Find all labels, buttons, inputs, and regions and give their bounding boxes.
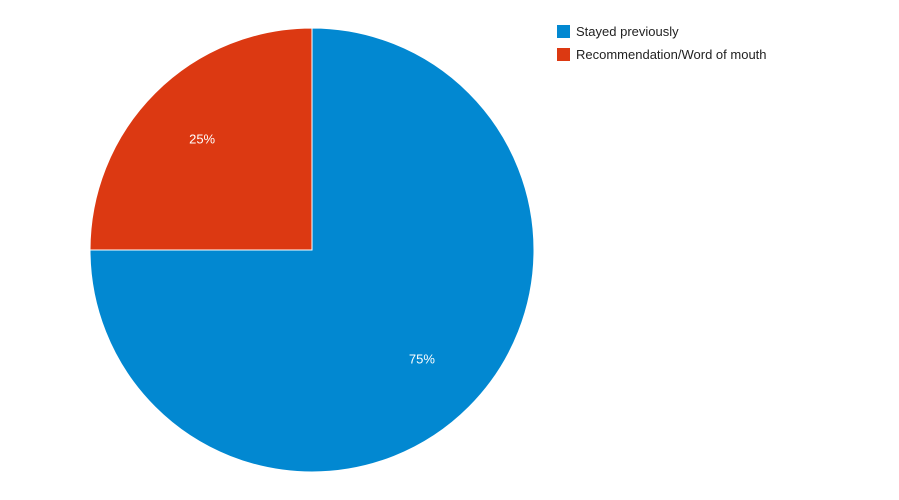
pie-slice-labels: 75% 25%	[189, 132, 435, 367]
legend-item-stayed-previously[interactable]: Stayed previously	[557, 23, 767, 40]
legend-item-recommendation[interactable]: Recommendation/Word of mouth	[557, 46, 767, 63]
legend-swatch-recommendation	[557, 48, 570, 61]
legend-label-stayed-previously: Stayed previously	[576, 24, 679, 39]
slice-label-stayed-previously: 75%	[409, 351, 435, 366]
pie-slice-stayed-previously[interactable]	[89, 27, 535, 473]
pie-slices	[89, 27, 535, 473]
slice-label-recommendation-word-of-mouth: 25%	[189, 132, 215, 147]
legend-swatch-stayed-previously	[557, 25, 570, 38]
legend: Stayed previously Recommendation/Word of…	[557, 23, 767, 69]
legend-label-recommendation: Recommendation/Word of mouth	[576, 47, 767, 62]
pie-slice-recommendation-word-of-mouth[interactable]	[89, 27, 313, 251]
